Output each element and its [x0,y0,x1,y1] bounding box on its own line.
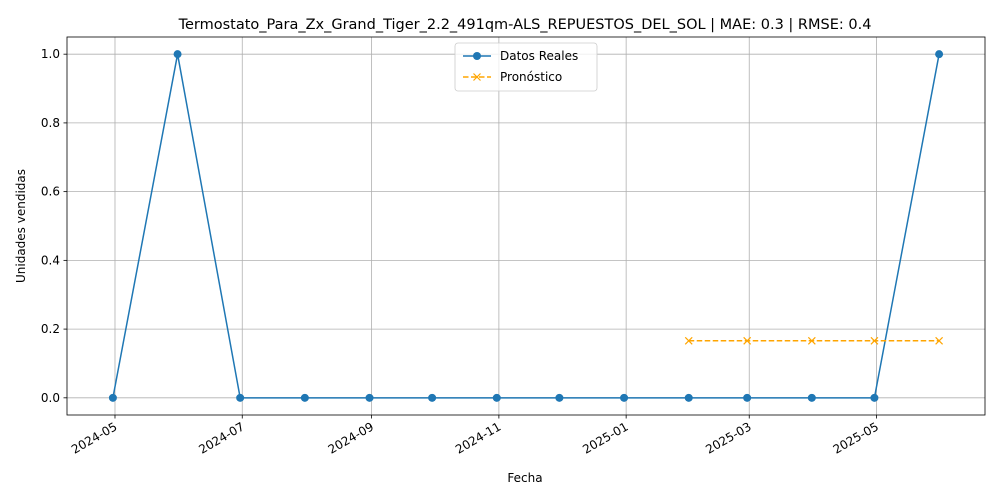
data-point [743,336,752,345]
data-point [555,393,564,402]
legend-box [454,42,598,92]
x-tick-label: 2024-09 [326,419,376,456]
x-tick-label: 2024-05 [69,419,119,456]
data-point [365,393,374,402]
x-tick-label: 2024-07 [196,419,246,456]
data-point [428,393,437,402]
legend-label: Pronóstico [500,70,562,84]
data-point [807,336,816,345]
data-point [108,393,117,402]
x-axis-label: Fecha [507,471,542,485]
x-tick-label: 2025-03 [703,419,753,456]
data-point [684,336,693,345]
data-point [743,393,752,402]
plot-frame [66,36,986,416]
series-layer [108,50,944,402]
data-point [935,50,944,59]
legend-marker [473,73,481,81]
data-point [807,393,816,402]
legend-label: Datos Reales [500,49,578,63]
legend-item: Pronóstico [463,70,562,84]
grid-lines [67,37,985,415]
y-tick-label: 0.4 [41,253,60,267]
data-point [236,393,245,402]
data-point [620,393,629,402]
legend: Datos Reales Pronóstico [454,42,598,92]
legend-item: Datos Reales [463,49,578,63]
data-point [870,336,879,345]
data-point [492,393,501,402]
y-tick-label: 0.6 [41,185,60,199]
x-tick-label: 2025-05 [831,419,881,456]
chart-title: Termostato_Para_Zx_Grand_Tiger_2.2_491qm… [178,17,872,33]
data-point [684,393,693,402]
legend-marker [473,52,481,60]
series-actual [108,50,944,402]
y-axis-label: Unidades vendidas [14,169,28,283]
series-line [112,54,940,399]
x-tick-label: 2024-11 [453,419,503,456]
series-forecast [684,336,944,345]
y-tick-label: 0.2 [41,322,60,336]
y-tick-label: 1.0 [41,47,60,61]
y-tick-label: 0.0 [41,391,60,405]
x-tick-label: 2025-01 [580,419,630,456]
data-point [935,336,944,345]
y-tick-label: 0.8 [41,116,60,130]
data-point [173,50,182,59]
data-point [300,393,309,402]
data-point [870,393,879,402]
